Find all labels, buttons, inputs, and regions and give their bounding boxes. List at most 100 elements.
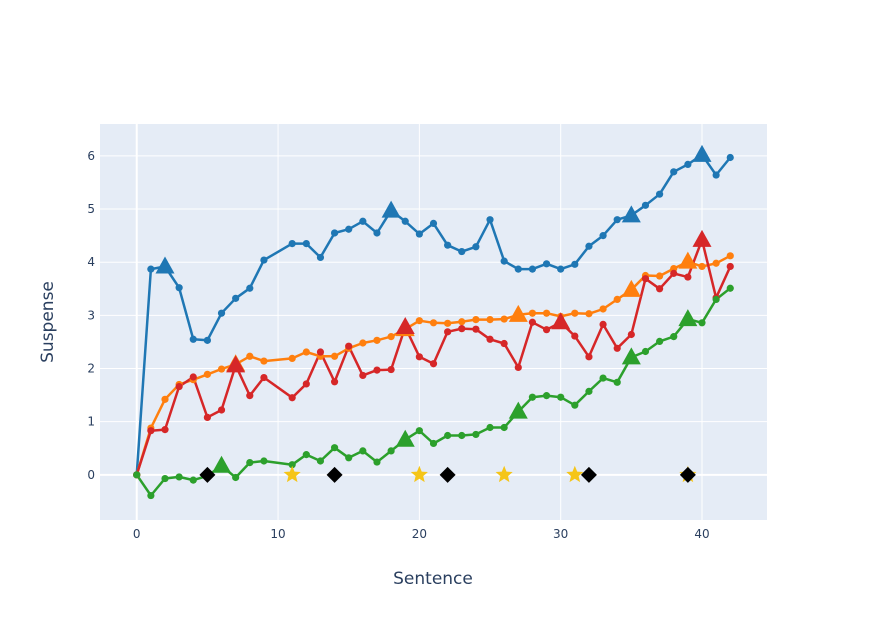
event-markers: [199, 465, 697, 483]
series-point: [514, 265, 522, 273]
series-point: [429, 219, 438, 227]
series-point: [387, 333, 395, 341]
series-point: [712, 171, 720, 179]
series-point: [415, 230, 423, 238]
series-point: [444, 241, 452, 249]
y-tick-label: 3: [87, 308, 95, 322]
series-highlight-point: [381, 200, 401, 218]
series-point: [528, 393, 537, 401]
series-point: [359, 217, 367, 225]
event-diamond-marker: [679, 466, 696, 483]
series-highlight-point: [692, 229, 712, 247]
y-tick-label: 1: [87, 415, 95, 429]
event-star-marker: [283, 465, 301, 483]
series-point: [189, 373, 197, 381]
series-point: [458, 318, 466, 326]
series-point: [641, 347, 650, 356]
event-diamond-marker: [439, 466, 456, 483]
series-point: [599, 374, 607, 382]
series-point: [189, 335, 197, 343]
series-point: [571, 332, 579, 340]
series-highlight-point: [621, 279, 641, 297]
series-point: [429, 439, 438, 448]
series-point: [330, 229, 339, 237]
series-point: [175, 382, 183, 391]
series-point: [656, 190, 664, 198]
series-point: [641, 201, 650, 209]
series-point: [345, 342, 353, 350]
y-axis-title: Suspense: [38, 281, 58, 363]
series-point: [641, 275, 650, 283]
event-diamond-marker: [326, 466, 343, 483]
series-point: [571, 401, 579, 409]
series-point: [585, 387, 593, 395]
series-point: [302, 239, 310, 248]
series-point: [203, 370, 211, 378]
series-point: [542, 260, 551, 268]
series-point: [670, 333, 678, 341]
series-point: [500, 339, 508, 348]
x-tick-label: 0: [133, 527, 141, 541]
series-highlight-point: [678, 251, 698, 269]
series-point: [387, 365, 395, 374]
series-point: [486, 316, 494, 324]
series-point: [260, 457, 268, 465]
y-tick-label: 0: [87, 468, 95, 482]
series-point: [316, 457, 325, 465]
y-tick-label: 6: [87, 149, 95, 163]
series-point: [415, 317, 423, 325]
series-point: [458, 247, 466, 256]
x-tick-label: 10: [270, 527, 285, 541]
series-point: [472, 316, 480, 324]
event-star-marker: [410, 465, 428, 483]
series-point: [486, 216, 494, 224]
series-point: [712, 295, 720, 304]
series-point: [514, 363, 522, 372]
series-point: [557, 265, 565, 273]
series-highlight-point: [692, 144, 712, 162]
series-point: [246, 284, 254, 292]
series-point: [175, 284, 183, 292]
series-point: [472, 430, 480, 439]
series-point: [359, 371, 367, 380]
x-tick-label: 30: [553, 527, 568, 541]
series-point: [161, 474, 169, 483]
series-point: [429, 360, 438, 368]
series-point: [429, 319, 438, 327]
y-tick-label: 5: [87, 202, 95, 216]
series-point: [288, 394, 296, 402]
series-point: [401, 217, 409, 225]
series-point: [189, 476, 197, 484]
series-point: [133, 471, 141, 479]
series-point: [726, 252, 734, 260]
series-highlight-point: [551, 312, 571, 330]
series-point: [232, 473, 240, 482]
series-point: [472, 325, 480, 333]
series-highlight-point: [678, 309, 698, 327]
series-highlight-point: [621, 205, 641, 223]
series-point: [415, 353, 423, 361]
x-tick-label: 40: [694, 527, 709, 541]
series-point: [585, 353, 593, 361]
series-highlight-point: [621, 347, 641, 365]
series-highlight-point: [155, 256, 175, 274]
series-point: [359, 447, 367, 455]
series-point: [726, 284, 734, 292]
series-point: [458, 325, 466, 333]
series-point: [203, 336, 211, 344]
series-point: [542, 392, 551, 400]
y-axis-ticks: 0 1 2 3 4 5 6: [87, 149, 95, 482]
series-point: [217, 309, 226, 317]
series-point: [500, 423, 508, 432]
series-highlight-point: [508, 304, 528, 322]
series-point: [373, 366, 381, 374]
series-point: [542, 309, 551, 317]
series-point: [316, 253, 325, 262]
series-point: [656, 337, 664, 346]
series-point: [232, 294, 240, 302]
series-points: [133, 153, 734, 500]
series-point: [217, 406, 226, 414]
series-point: [684, 160, 692, 168]
series-point: [246, 352, 254, 360]
